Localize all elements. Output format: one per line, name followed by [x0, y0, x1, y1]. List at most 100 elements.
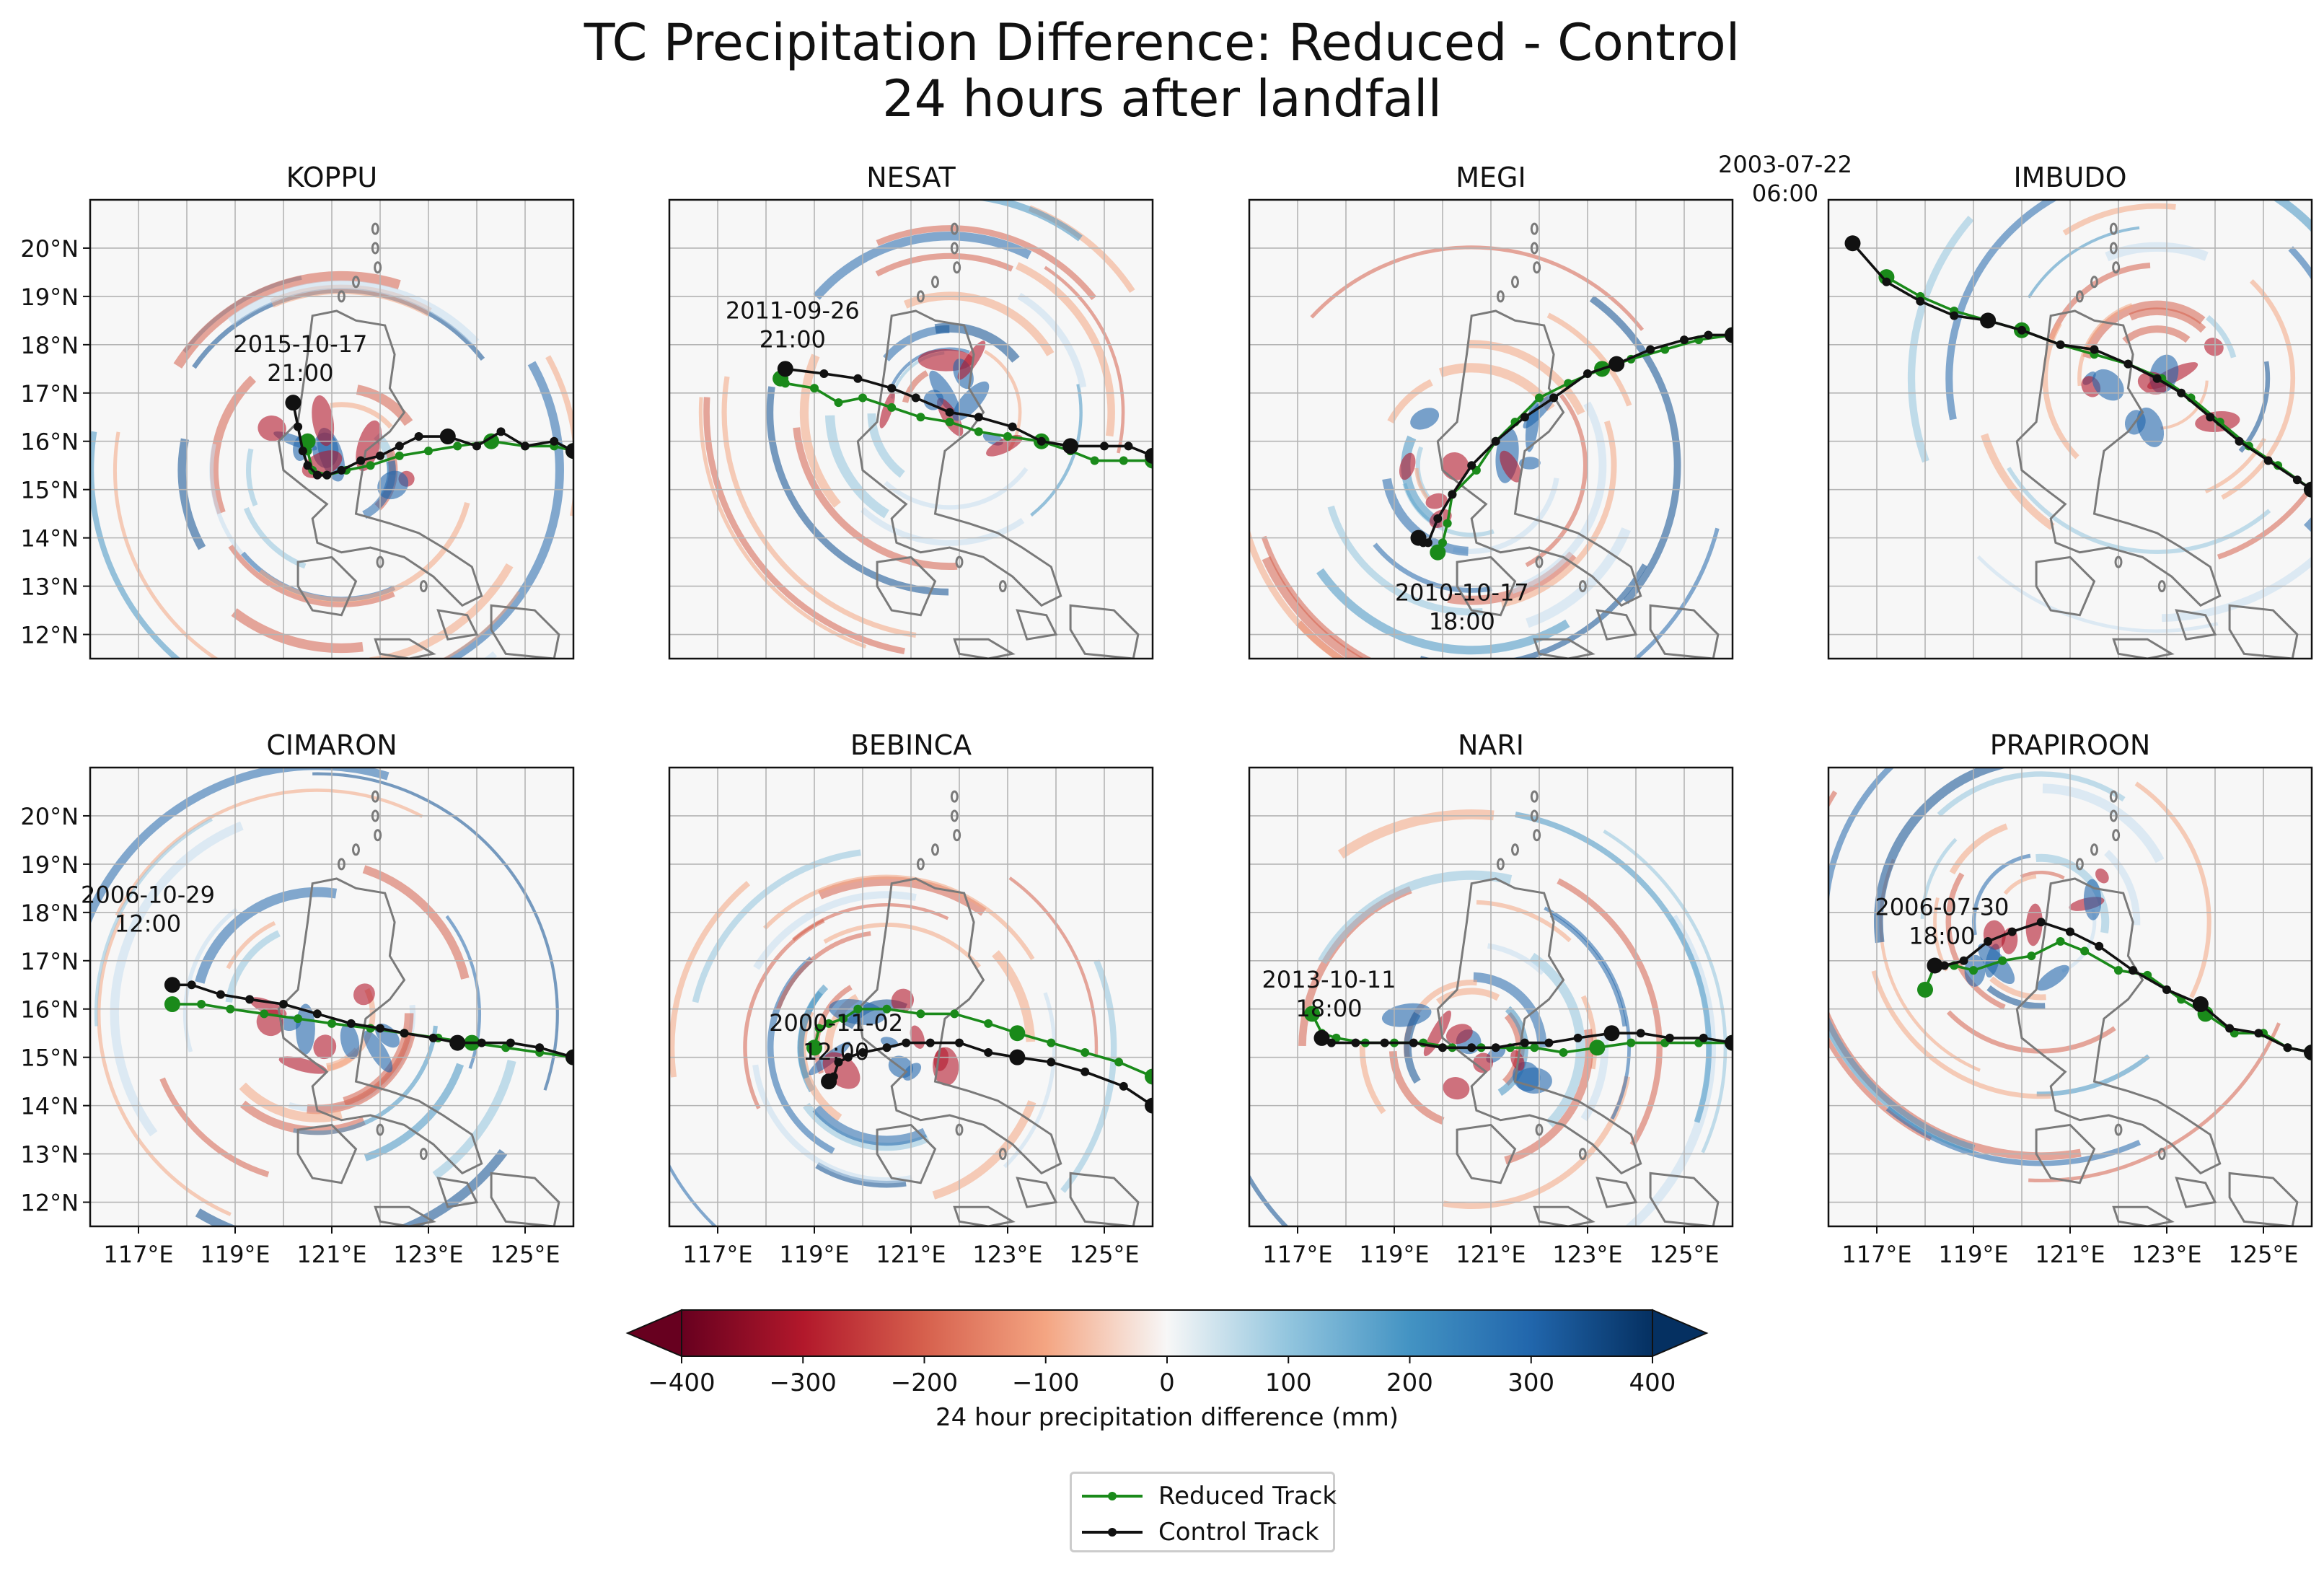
- reduced-track-point: [2056, 937, 2065, 946]
- island-outline: [1456, 1123, 1517, 1185]
- control-track-point: [955, 1038, 964, 1047]
- control-track-point: [1145, 447, 1153, 464]
- control-track-point: [164, 977, 180, 993]
- precip-band: [1261, 535, 1373, 659]
- reduced-track-point: [1003, 432, 1012, 441]
- islet: [2109, 222, 2118, 235]
- precip-field: [698, 200, 1135, 655]
- precip-cell: [258, 416, 286, 441]
- precip-band: [2082, 300, 2206, 359]
- precip-cell: [1519, 457, 1541, 470]
- landfall-date: 2000-11-02: [769, 1009, 903, 1037]
- island-outline: [1069, 1172, 1140, 1226]
- precip-band: [159, 1077, 270, 1178]
- precip-cell: [1425, 493, 1448, 509]
- precip-band: [824, 415, 889, 519]
- control-track-point: [1646, 345, 1655, 354]
- islet: [950, 790, 959, 803]
- islet: [931, 843, 939, 856]
- control-track-point: [2056, 340, 2065, 349]
- reduced-track-swatch: [1082, 1492, 1143, 1500]
- precip-band: [2003, 874, 2037, 895]
- precip-band: [1359, 1045, 1386, 1115]
- control-track-point: [187, 980, 196, 990]
- islet: [931, 276, 939, 289]
- control-track-point: [984, 1047, 993, 1057]
- precip-cell: [364, 1030, 393, 1073]
- island-outline: [1016, 609, 1058, 641]
- precip-band: [1885, 1106, 2142, 1166]
- control-track-point: [887, 384, 897, 393]
- precip-band: [1008, 876, 1099, 1055]
- control-track-point: [1699, 1033, 1708, 1042]
- precip-band: [1420, 563, 1647, 659]
- precip-band: [799, 353, 841, 508]
- island-outline: [1533, 638, 1595, 659]
- precip-band: [1871, 970, 2051, 1099]
- precip-band: [721, 376, 917, 638]
- control-track-point: [1313, 1029, 1330, 1046]
- reduced-track-point: [945, 417, 954, 426]
- control-track-point: [2292, 475, 2302, 485]
- control-track-point: [322, 470, 332, 480]
- precip-band: [1387, 379, 1433, 424]
- control-track-point: [1980, 312, 1997, 329]
- precip-band: [692, 849, 861, 1003]
- reduced-track-point: [834, 398, 843, 408]
- control-track-point: [1725, 1034, 1733, 1051]
- x-tick-label: 119°E: [1359, 1241, 1429, 1268]
- control-track: [164, 977, 573, 1065]
- reduced-track-line: [1436, 333, 1733, 553]
- island-outline: [2228, 604, 2299, 659]
- control-track-point: [1544, 1038, 1554, 1047]
- island-outline: [1069, 604, 1140, 659]
- precip-field: [1249, 245, 1720, 659]
- reduced-track-point: [483, 433, 500, 449]
- x-tick-label: 119°E: [779, 1241, 849, 1268]
- control-track-point: [506, 1038, 515, 1047]
- precip-cell: [2136, 407, 2165, 447]
- legend-label-control: Control Track: [1158, 1518, 1319, 1547]
- landfall-date: 2006-07-30: [1875, 893, 2009, 920]
- reduced-track-point: [2027, 951, 2036, 961]
- islet: [1533, 829, 1541, 842]
- reduced-track-point: [260, 1009, 269, 1019]
- precip-band: [1401, 435, 1443, 528]
- reduced-track-point: [1119, 456, 1128, 465]
- precip-band: [934, 322, 1020, 363]
- control-track-point: [1009, 1049, 1026, 1065]
- precip-band: [1544, 906, 1631, 1120]
- control-track-point: [312, 1009, 322, 1019]
- islet: [2075, 290, 2084, 303]
- islet: [352, 843, 360, 856]
- reduced-track-point: [1430, 544, 1446, 561]
- control-track-point: [2225, 1024, 2235, 1033]
- landfall-time: 12:00: [115, 910, 181, 937]
- title-line-1: TC Precipitation Difference: Reduced - C…: [584, 13, 1740, 72]
- control-track-point: [2304, 481, 2312, 498]
- control-track-point: [376, 451, 384, 460]
- precip-band: [1589, 295, 1681, 605]
- control-track-point: [449, 1034, 466, 1051]
- island-outline: [296, 1123, 358, 1185]
- colorbar-extend-low: [625, 1309, 682, 1358]
- islet: [2109, 242, 2118, 255]
- reduced-track-point: [950, 1009, 959, 1019]
- legend-item-control: Control Track: [1080, 1516, 1319, 1549]
- precip-band: [90, 768, 389, 926]
- precip-band: [243, 507, 307, 569]
- x-tick-label: 117°E: [1262, 1241, 1332, 1268]
- precip-cell: [2036, 964, 2069, 991]
- panel-title: KOPPU: [286, 162, 377, 193]
- islet: [953, 829, 961, 842]
- control-track-point: [911, 393, 920, 403]
- islet: [950, 222, 959, 235]
- precip-band: [2035, 853, 2110, 934]
- precip-band: [1949, 823, 2008, 875]
- precip-band: [1632, 527, 1720, 659]
- precip-cell: [923, 390, 944, 410]
- y-tick-label: 17°N: [20, 948, 79, 975]
- control-track-point: [2066, 927, 2074, 936]
